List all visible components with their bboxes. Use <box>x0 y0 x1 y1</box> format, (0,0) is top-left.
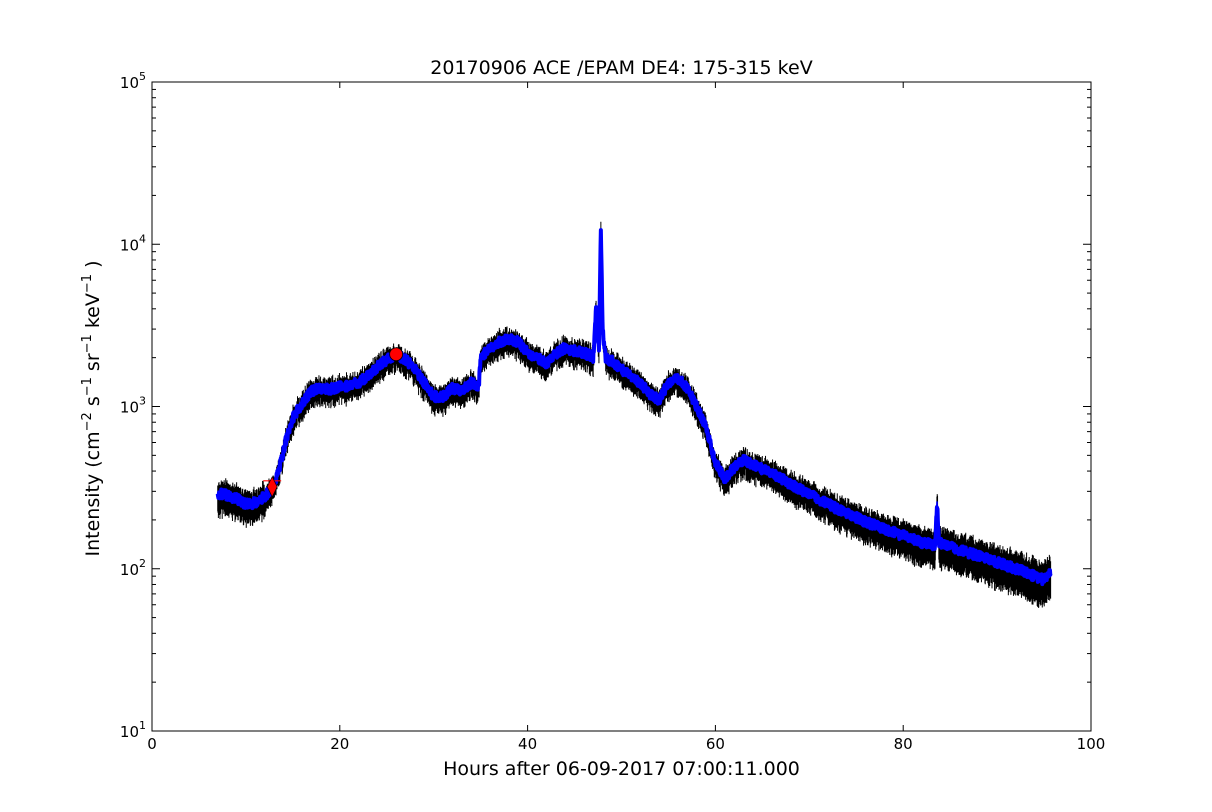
x-tick-label: 100 <box>1077 735 1106 753</box>
tick-layer: 0 20 40 60 80 100 101 102 103 104 105 <box>120 70 1105 753</box>
plot-area <box>215 221 1053 608</box>
peak-marker-circle <box>389 347 404 362</box>
y-tick-label: 103 <box>120 395 146 417</box>
y-tick-label: 102 <box>120 557 146 579</box>
chart-title: 20170906 ACE /EPAM DE4: 175-315 keV <box>430 57 812 79</box>
series-line <box>215 228 1053 587</box>
x-tick-label: 80 <box>894 735 913 753</box>
series-line-peaks <box>217 231 1052 582</box>
y-axis-label: Intensity (cm−2 s−1 sr−1 keV−1 ) <box>80 260 104 556</box>
error-band <box>217 221 1052 608</box>
series-line-layer <box>215 228 1053 587</box>
x-tick-label: 20 <box>330 735 349 753</box>
x-tick-label: 0 <box>147 735 157 753</box>
onset-marker-diamond <box>266 476 278 498</box>
y-tick-label: 105 <box>120 70 146 92</box>
x-tick-label: 60 <box>706 735 725 753</box>
error-band-layer <box>217 221 1052 608</box>
y-tick-label: 104 <box>120 232 146 254</box>
x-axis-label: Hours after 06-09-2017 07:00:11.000 <box>443 758 800 780</box>
x-tick-label: 40 <box>518 735 537 753</box>
marker-layer <box>263 347 404 498</box>
y-tick-label: 101 <box>120 719 146 741</box>
